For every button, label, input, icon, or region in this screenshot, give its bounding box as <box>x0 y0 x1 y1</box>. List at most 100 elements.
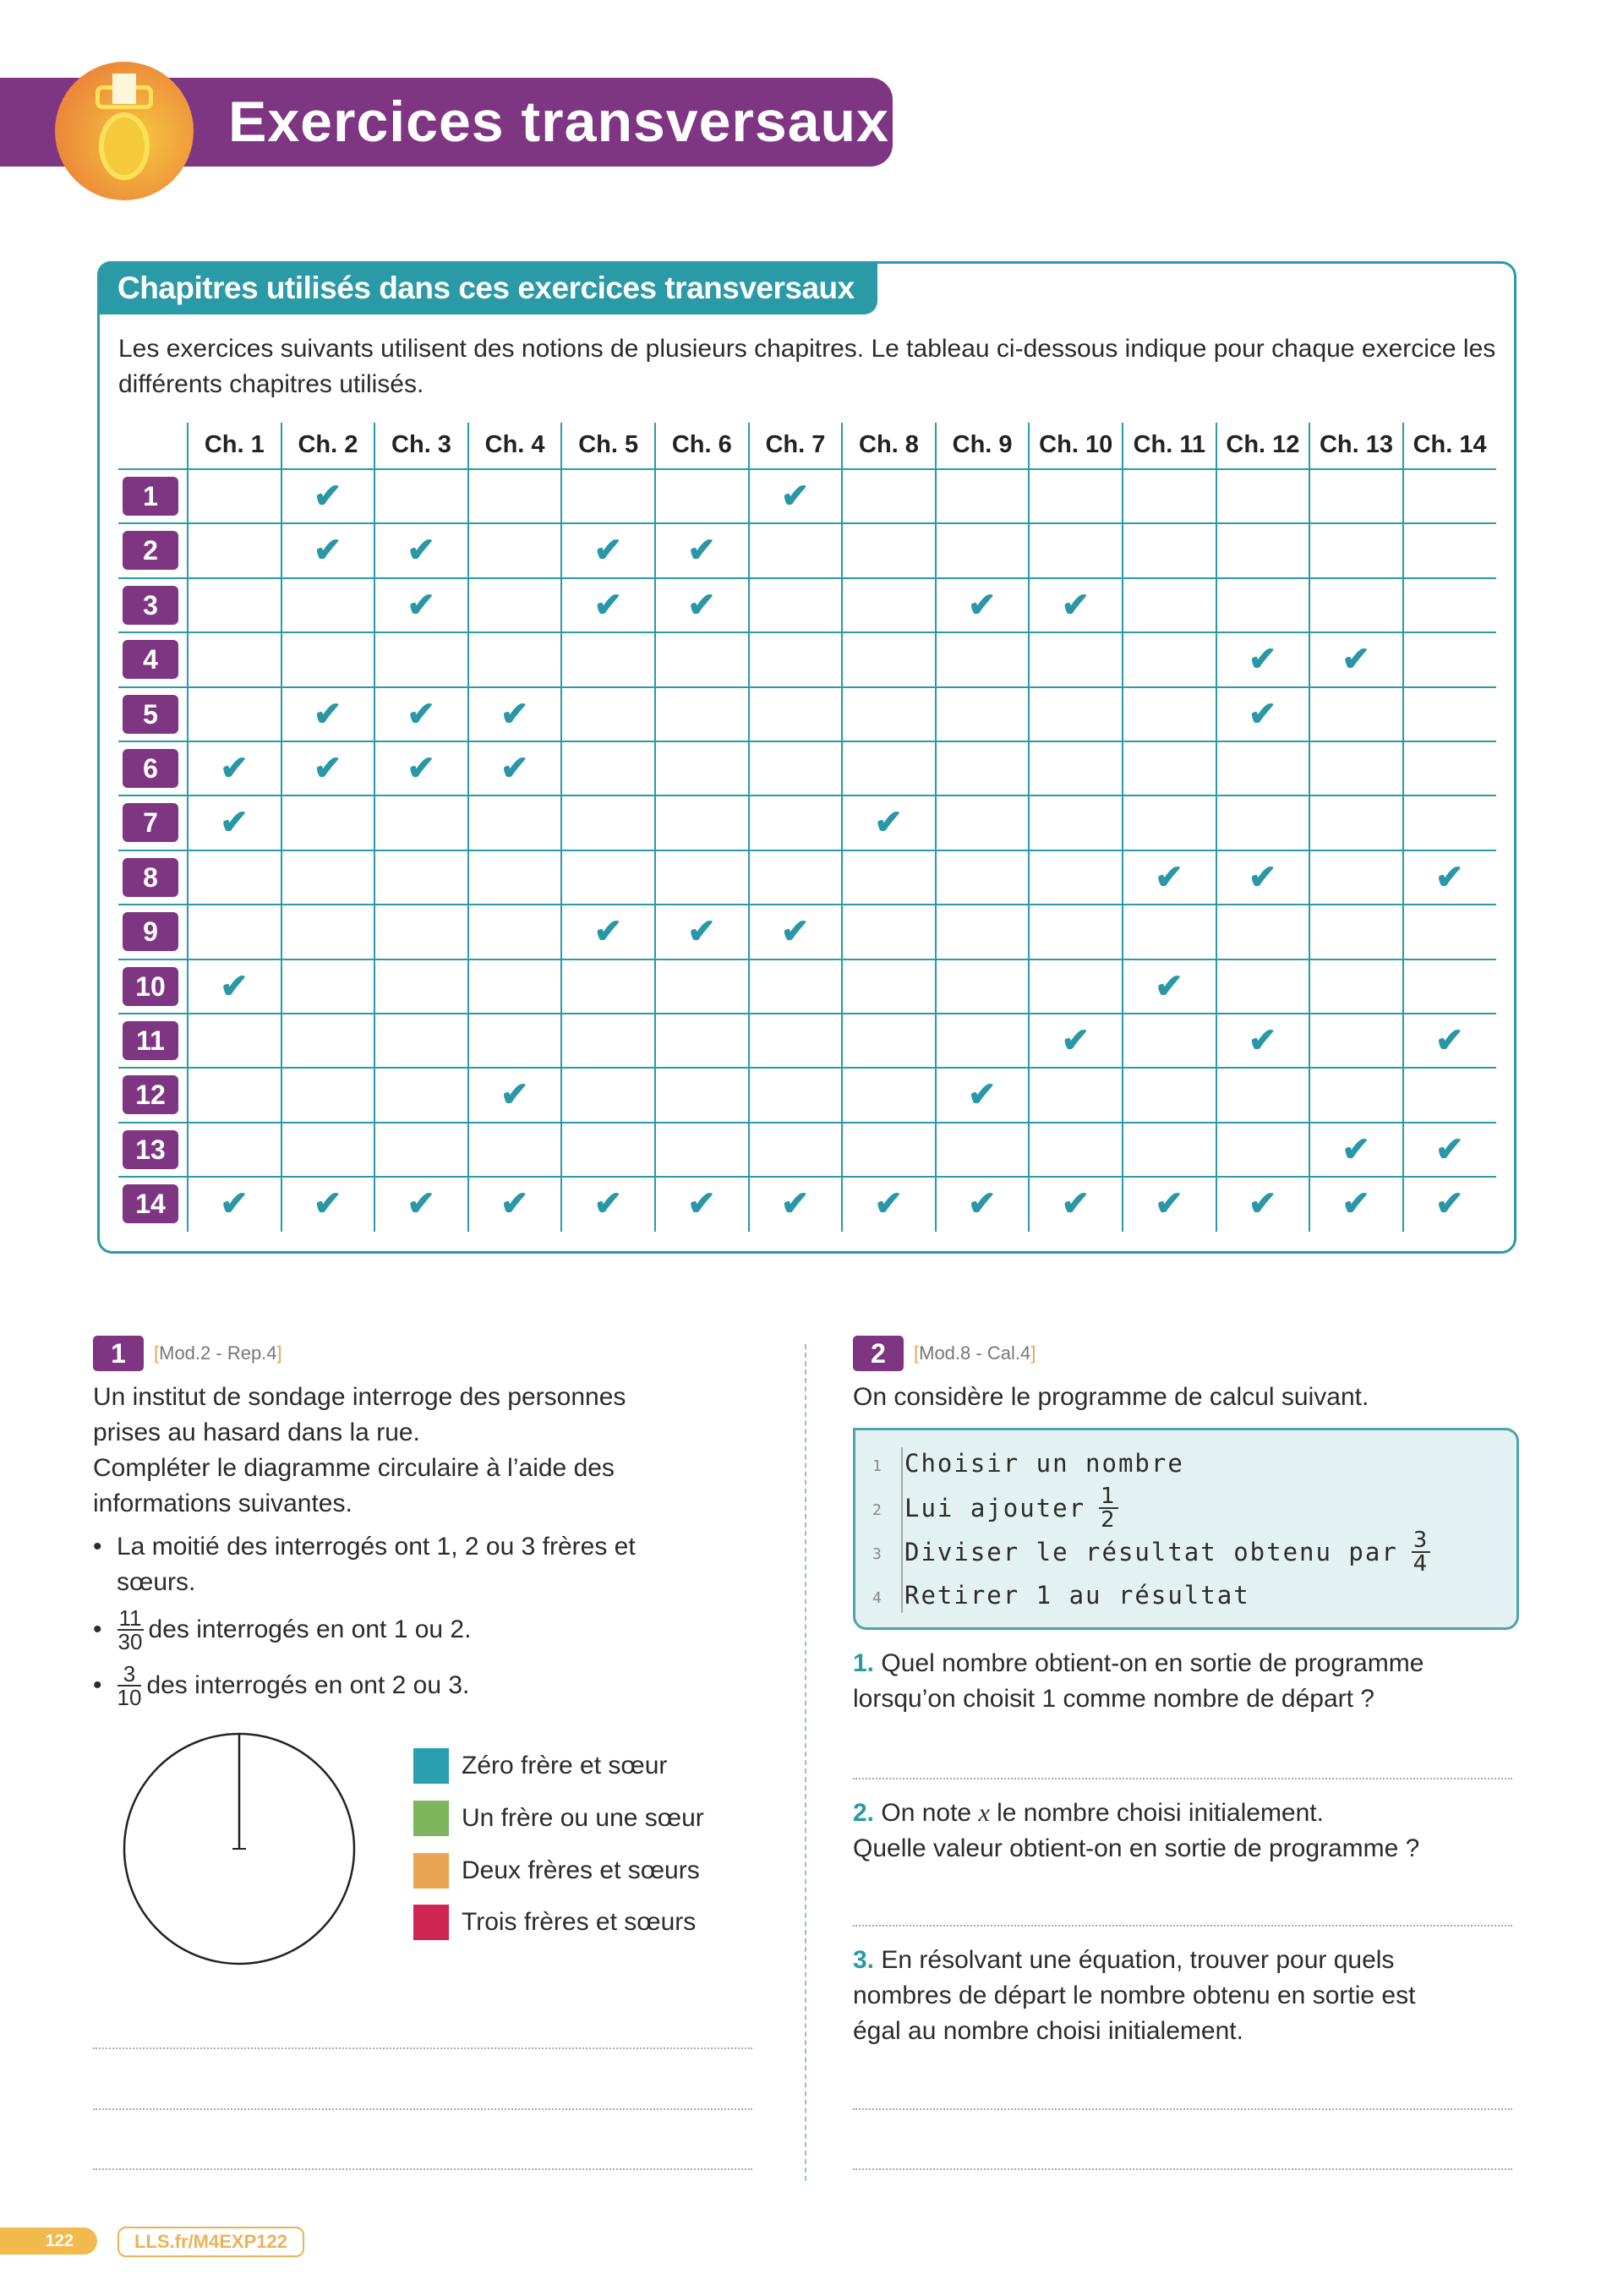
bullet-text: des interrogés en ont 1 ou 2. <box>148 1615 472 1643</box>
statement-line: prises au hasard dans la rue. <box>93 1419 420 1446</box>
code-line: Diviser le résultat obtenu par 3 4 <box>904 1528 1431 1577</box>
check-icon: ✔ <box>313 1185 342 1223</box>
empty-pie-chart[interactable] <box>118 1728 363 1973</box>
grid-line <box>1215 423 1217 1232</box>
check-icon: ✔ <box>1342 1185 1370 1223</box>
grid-line <box>560 423 563 1232</box>
chapters-box-title: Chapitres utilisés dans ces exercices tr… <box>97 261 877 314</box>
check-icon: ✔ <box>593 532 623 570</box>
grid-line <box>118 631 1496 634</box>
answer-line[interactable] <box>93 2168 752 2170</box>
check-icon: ✔ <box>1061 1022 1090 1059</box>
check-icon: ✔ <box>500 750 529 787</box>
answer-line[interactable] <box>853 2168 1512 2170</box>
column-header: Ch. 3 <box>391 431 451 458</box>
resource-link[interactable]: LLS.fr/M4EXP122 <box>117 2227 304 2257</box>
answer-line[interactable] <box>853 1925 1512 1927</box>
bullet-item: • 3 10 des interrogés en ont 2 ou 3. <box>93 1661 470 1710</box>
grid-line <box>118 1067 1496 1069</box>
page-title: Exercices transversaux <box>228 90 889 154</box>
exercise-reference: [Mod.2 - Rep.4] <box>154 1342 282 1364</box>
check-icon: ✔ <box>220 1185 249 1223</box>
answer-line[interactable] <box>93 2047 752 2049</box>
calculation-program <box>853 1428 1519 1630</box>
check-icon: ✔ <box>1435 858 1464 896</box>
bullet-text: La moitié des interrogés ont 1, 2 ou 3 f… <box>117 1533 636 1561</box>
check-icon: ✔ <box>1435 1022 1464 1059</box>
column-header: Ch. 1 <box>204 431 265 458</box>
legend-swatch <box>413 1748 449 1784</box>
check-icon: ✔ <box>1342 641 1370 679</box>
grid-line <box>118 1121 1496 1123</box>
check-icon: ✔ <box>593 586 623 624</box>
grid-line <box>1028 423 1030 1232</box>
check-icon: ✔ <box>1155 1185 1183 1223</box>
exercise-row-badge: 4 <box>123 640 178 680</box>
check-icon: ✔ <box>968 1185 997 1223</box>
check-icon: ✔ <box>1248 641 1277 679</box>
grid-line <box>118 849 1496 851</box>
exercise-row-badge: 12 <box>123 1075 178 1115</box>
check-icon: ✔ <box>780 913 810 951</box>
check-icon: ✔ <box>407 586 435 624</box>
exercise-row-badge: 11 <box>123 1021 178 1060</box>
grid-line <box>467 423 469 1232</box>
answer-line[interactable] <box>853 2108 1512 2110</box>
check-icon: ✔ <box>500 695 529 733</box>
answer-line[interactable] <box>853 1778 1512 1779</box>
line-number: 4 <box>872 1589 882 1607</box>
check-icon: ✔ <box>1061 586 1090 624</box>
check-icon: ✔ <box>687 1185 716 1223</box>
question-2: 2. On note x le nombre choisi initialeme… <box>853 1799 1420 1862</box>
bullet-text: sœurs. <box>117 1568 196 1596</box>
exercise-row-badge: 1 <box>123 477 178 516</box>
legend-label: Un frère ou une sœur <box>462 1804 704 1832</box>
check-icon: ✔ <box>1435 1185 1464 1223</box>
column-header: Ch. 14 <box>1413 431 1487 458</box>
check-icon: ✔ <box>1155 858 1183 896</box>
check-icon: ✔ <box>968 586 997 624</box>
answer-line[interactable] <box>93 2108 752 2110</box>
exercise-number-badge: 1 <box>93 1336 144 1371</box>
column-header: Ch. 9 <box>952 431 1013 458</box>
exercise-row-badge: 9 <box>123 912 178 952</box>
grid-line <box>118 1013 1496 1014</box>
chapters-intro: Les exercices suivants utilisent des not… <box>118 335 1496 398</box>
grid-line <box>1309 423 1311 1232</box>
check-icon: ✔ <box>687 586 716 624</box>
code-line: Choisir un nombre <box>904 1449 1184 1478</box>
exercise-row-badge: 6 <box>123 749 178 788</box>
exercise-statement: Un institut de sondage interroge des per… <box>93 1380 626 1522</box>
line-number-gutter <box>901 1447 903 1613</box>
grid-line <box>118 1176 1496 1178</box>
column-header: Ch. 11 <box>1133 431 1206 458</box>
grid-line <box>118 522 1496 525</box>
column-header: Ch. 13 <box>1319 431 1393 458</box>
check-icon: ✔ <box>500 1185 529 1223</box>
check-icon: ✔ <box>1155 967 1183 1005</box>
column-header: Ch. 12 <box>1226 431 1300 458</box>
check-icon: ✔ <box>780 478 810 515</box>
check-icon: ✔ <box>220 967 249 1005</box>
check-icon: ✔ <box>500 1076 529 1114</box>
check-icon: ✔ <box>220 804 249 842</box>
grid-line <box>1122 423 1123 1232</box>
grid-line <box>118 904 1496 906</box>
check-icon: ✔ <box>313 478 342 515</box>
ref-text: Mod.8 - Cal.4 <box>919 1342 1031 1364</box>
code-line: Retirer 1 au résultat <box>904 1581 1250 1610</box>
exercise-reference: [Mod.8 - Cal.4] <box>914 1342 1036 1364</box>
check-icon: ✔ <box>968 1076 997 1114</box>
grid-line <box>118 577 1496 579</box>
question-1: 1. Quel nombre obtient-on en sortie de p… <box>853 1649 1424 1713</box>
exercise-statement: On considère le programme de calcul suiv… <box>853 1383 1369 1411</box>
grid-line <box>841 423 844 1232</box>
exercise-number-badge: 2 <box>853 1336 904 1371</box>
grid-line <box>118 686 1496 688</box>
line-number: 2 <box>872 1501 882 1519</box>
column-header: Ch. 2 <box>298 431 358 458</box>
code-line: Lui ajouter 1 2 <box>904 1484 1118 1533</box>
medal-icon <box>55 62 194 200</box>
exercise-row-badge: 7 <box>123 803 178 843</box>
